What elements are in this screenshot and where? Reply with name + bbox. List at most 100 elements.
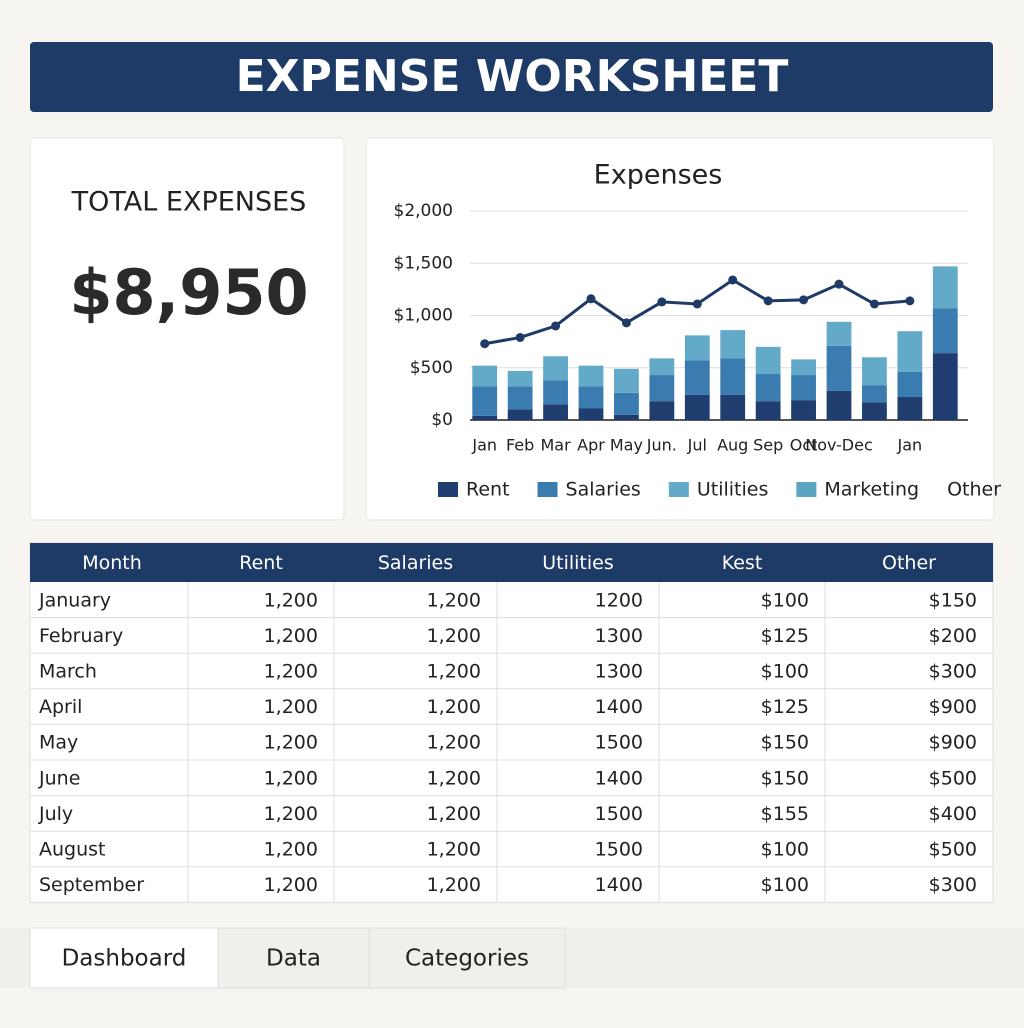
cell: 1,200 bbox=[427, 589, 481, 611]
cell: February bbox=[39, 625, 123, 647]
cell: 1,200 bbox=[264, 803, 318, 825]
line-point bbox=[621, 318, 631, 328]
column-header: Utilities bbox=[542, 552, 614, 574]
header-bar bbox=[30, 42, 993, 112]
legend-swatch bbox=[796, 482, 817, 497]
x-tick-label: Jan bbox=[471, 436, 497, 455]
bar-segment bbox=[897, 331, 923, 372]
cell: $150 bbox=[761, 767, 809, 789]
line-point bbox=[905, 296, 915, 306]
cell: $100 bbox=[761, 874, 809, 896]
x-tick-label: Sep bbox=[753, 436, 783, 455]
column-header: Rent bbox=[239, 552, 283, 574]
cell: $900 bbox=[929, 696, 977, 718]
cell: April bbox=[39, 696, 82, 718]
bar-segment bbox=[755, 346, 781, 375]
x-tick-label: Nov-Dec bbox=[805, 436, 873, 455]
column-header: Kest bbox=[722, 552, 763, 574]
bar-segment bbox=[720, 330, 746, 359]
cell: 1200 bbox=[595, 589, 643, 611]
bar-segment bbox=[578, 365, 604, 387]
x-tick-label: Apr bbox=[577, 436, 605, 455]
cell: $500 bbox=[929, 839, 977, 861]
bar-segment bbox=[755, 374, 781, 402]
y-tick-label: $2,000 bbox=[394, 201, 453, 221]
cell: 1300 bbox=[595, 661, 643, 683]
cell: March bbox=[39, 661, 97, 683]
x-tick-label: Aug bbox=[717, 436, 748, 455]
column-header: Month bbox=[82, 552, 142, 574]
cell: July bbox=[38, 803, 73, 825]
summary-card bbox=[29, 137, 345, 521]
bar-segment bbox=[897, 371, 923, 398]
bar-segment bbox=[826, 345, 852, 391]
bar-segment bbox=[614, 392, 639, 415]
x-tick-label: Oct bbox=[790, 436, 818, 455]
tab-label[interactable]: Data bbox=[266, 946, 321, 972]
cell: 1,200 bbox=[264, 767, 318, 789]
bar-segment bbox=[932, 266, 958, 309]
bar-segment bbox=[614, 368, 639, 393]
tab[interactable] bbox=[368, 927, 566, 989]
bar-segment bbox=[755, 401, 781, 420]
line-point bbox=[657, 297, 667, 307]
bar-segment bbox=[897, 397, 923, 420]
bar-segment bbox=[543, 404, 568, 420]
bar-segment bbox=[862, 402, 887, 420]
cell: $125 bbox=[761, 696, 809, 718]
tab-label[interactable]: Categories bbox=[405, 946, 529, 972]
cell: 1,200 bbox=[427, 732, 481, 754]
cell: 1,200 bbox=[427, 661, 481, 683]
cell: 1,200 bbox=[264, 589, 318, 611]
line-point bbox=[869, 299, 879, 309]
cell: $100 bbox=[761, 589, 809, 611]
legend-swatch bbox=[537, 482, 558, 497]
cell: 1,200 bbox=[264, 696, 318, 718]
tabs: Dashboard Data Categories bbox=[29, 927, 566, 989]
x-tick-label: Jul bbox=[687, 436, 707, 455]
table-header bbox=[30, 543, 993, 582]
cell: August bbox=[39, 839, 106, 861]
summary-label: TOTAL EXPENSES bbox=[71, 187, 307, 218]
bar-segment bbox=[472, 415, 498, 420]
cell: 1500 bbox=[595, 732, 643, 754]
bar-segment bbox=[472, 386, 498, 416]
bar-segment bbox=[472, 365, 498, 387]
cell: $400 bbox=[929, 803, 977, 825]
line-point bbox=[763, 296, 773, 306]
cell: 1,200 bbox=[427, 696, 481, 718]
bar-segment bbox=[543, 380, 568, 405]
x-tick-label: Feb bbox=[506, 436, 534, 455]
line-point bbox=[692, 299, 702, 309]
bar-segment bbox=[684, 360, 710, 395]
cell: 1,200 bbox=[427, 803, 481, 825]
legend-label: Salaries bbox=[566, 479, 641, 501]
cell: 1,200 bbox=[427, 874, 481, 896]
cell: 1400 bbox=[595, 767, 643, 789]
cell: $300 bbox=[929, 661, 977, 683]
line-point bbox=[586, 294, 596, 304]
bar-segment bbox=[720, 394, 746, 420]
legend-swatch bbox=[438, 482, 458, 497]
x-tick-label: Jun. bbox=[646, 436, 677, 455]
cell: September bbox=[39, 874, 144, 896]
bar-segment bbox=[720, 358, 746, 395]
cell: 1,200 bbox=[264, 874, 318, 896]
cell: 1300 bbox=[595, 625, 643, 647]
tab[interactable] bbox=[29, 927, 219, 989]
bar-segment bbox=[791, 375, 816, 401]
y-tick-label: $1,000 bbox=[394, 306, 453, 326]
header-title: EXPENSE WORKSHEET bbox=[236, 51, 789, 102]
line-point bbox=[834, 279, 844, 289]
cell: 1,200 bbox=[427, 839, 481, 861]
cell: 1,200 bbox=[427, 625, 481, 647]
cell: $155 bbox=[761, 803, 809, 825]
bar-segment bbox=[791, 359, 816, 376]
legend-label: Other bbox=[947, 479, 1001, 501]
cell: 1400 bbox=[595, 696, 643, 718]
bar-segment bbox=[649, 401, 675, 420]
tab-label[interactable]: Dashboard bbox=[62, 946, 187, 972]
summary-value: $8,950 bbox=[69, 256, 308, 329]
